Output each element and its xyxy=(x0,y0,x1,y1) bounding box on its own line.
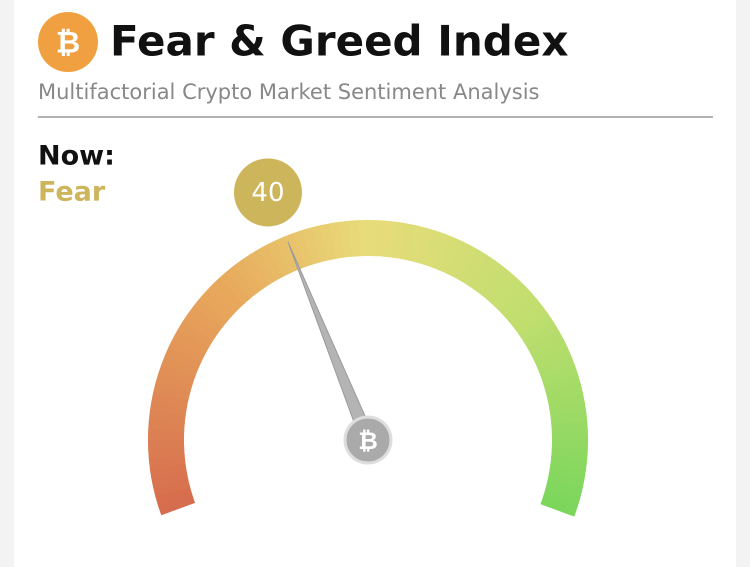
gauge-arc-segment xyxy=(523,321,560,350)
gauge-arc-segment xyxy=(415,227,436,265)
value-label: 40 xyxy=(251,178,284,208)
gauge-arc-segment xyxy=(283,232,307,271)
gauge-arc-segment xyxy=(486,271,518,306)
gauge-arc-segment xyxy=(241,253,271,290)
gauge-arc-segment xyxy=(407,225,427,263)
now-label: Now: xyxy=(38,141,115,172)
gauge-arc-segment xyxy=(151,390,189,409)
gauge-arc-segment xyxy=(527,330,564,357)
gauge-arc-segment xyxy=(168,337,206,363)
gauge-arc-segment xyxy=(155,372,193,393)
gauge-arc-segment xyxy=(498,284,532,317)
gauge-arc-segment xyxy=(157,494,196,516)
gauge-arc-segment xyxy=(543,487,581,508)
gauge-arc-segment xyxy=(193,297,228,328)
gauge-arc-segment xyxy=(161,354,199,378)
gauge-arc-segment xyxy=(392,221,408,260)
gauge-arc-segment xyxy=(311,224,330,263)
gauge-arc-segment xyxy=(172,328,210,356)
gauge-arc-segment xyxy=(148,428,185,440)
gauge-arc-segment xyxy=(164,345,202,370)
gauge-arc-segment xyxy=(152,478,191,497)
gauge-arc-segment xyxy=(234,258,264,295)
logo-circle xyxy=(38,12,98,72)
hub-glyph: ₿ xyxy=(358,427,378,455)
gauge-arc-segment xyxy=(384,220,399,258)
chart-subtitle: Multifactorial Crypto Market Sentiment A… xyxy=(38,80,540,104)
side-shade xyxy=(0,0,14,567)
gauge-arc-segment xyxy=(301,227,322,265)
gauge-arc-segment xyxy=(148,446,185,460)
gauge-arc-segment xyxy=(423,230,445,268)
gauge-arc-segment xyxy=(226,264,258,300)
gauge-arc-segment xyxy=(547,471,585,490)
gauge-arc-segment xyxy=(548,464,587,480)
gauge-arc-segment xyxy=(503,291,538,323)
gauge-arc-segment xyxy=(545,479,583,499)
gauge-arc-segment xyxy=(452,244,480,282)
gauge-arc-segment xyxy=(460,249,488,286)
gauge-arc-segment xyxy=(151,470,189,488)
gauge-arc-segment xyxy=(147,438,185,450)
gauge-arc-segment xyxy=(320,223,338,261)
gauge-arc-segment xyxy=(540,364,579,386)
gauge-arc-segment xyxy=(292,229,314,268)
gauge-arc-segment xyxy=(537,355,576,379)
gauge-arc-segment xyxy=(348,220,362,257)
gauge-arc-segment xyxy=(430,233,454,271)
gauge-arc-segment xyxy=(275,236,299,274)
gauge-arc-segment xyxy=(551,440,588,452)
gauge-arc-segment xyxy=(212,276,245,310)
logo: ₿ xyxy=(38,12,98,72)
side-shade xyxy=(736,0,750,567)
gauge-arc-segment xyxy=(266,239,292,277)
gauge-arc-segment xyxy=(445,240,471,278)
gauge-arc-segment xyxy=(543,373,581,394)
gauge-arc-segment xyxy=(534,347,572,371)
gauge-arc-segment xyxy=(399,223,418,261)
gauge-arc-segment xyxy=(551,430,588,442)
gauge-arc-segment xyxy=(531,338,569,364)
gauge-arc-segment xyxy=(466,254,496,291)
gauge-arc-segment xyxy=(540,495,578,517)
gauge-arc-segment xyxy=(177,320,214,348)
gauge-arc-segment xyxy=(508,298,544,330)
needle-hub xyxy=(343,415,393,465)
gauge-arc-segment xyxy=(547,392,585,410)
gauge-arc-segment xyxy=(153,381,191,401)
gauge-arc-segment xyxy=(358,220,370,257)
gauge-arc-segment xyxy=(551,420,588,434)
gauge-arc-segment xyxy=(219,270,251,305)
gauge-arc-segment xyxy=(182,312,219,342)
gauge-arc-segment xyxy=(513,306,550,336)
gauge-arc-segment xyxy=(473,259,504,295)
gauge-arc-segment xyxy=(199,290,234,322)
gauge-arc-segment xyxy=(149,400,188,416)
value-badge xyxy=(233,158,302,227)
gauge-arc-segment xyxy=(438,236,463,274)
logo-glyph: ₿ xyxy=(56,26,80,61)
gauge-arc-segment xyxy=(158,363,196,385)
gauge: ₿ 40 xyxy=(147,158,588,517)
gauge-arc-segment xyxy=(249,248,278,285)
classification: Fear xyxy=(38,177,106,208)
gauge-arc-segment xyxy=(155,486,193,507)
gauge-arc-segment xyxy=(368,220,380,257)
chart-title: Fear & Greed Index xyxy=(110,17,568,66)
gauge-arc-segment xyxy=(518,313,555,343)
gauge-arc-segment xyxy=(205,283,239,316)
gauge-arc-segment xyxy=(480,265,511,300)
gauge-arc-segment xyxy=(187,304,223,335)
gauge-arc-segment xyxy=(258,244,285,281)
gauge-arc-segment xyxy=(550,456,588,471)
gauge-arc-segment xyxy=(148,409,186,424)
gauge-arc-segment xyxy=(545,383,584,402)
gauge-arc-segment xyxy=(492,277,525,311)
